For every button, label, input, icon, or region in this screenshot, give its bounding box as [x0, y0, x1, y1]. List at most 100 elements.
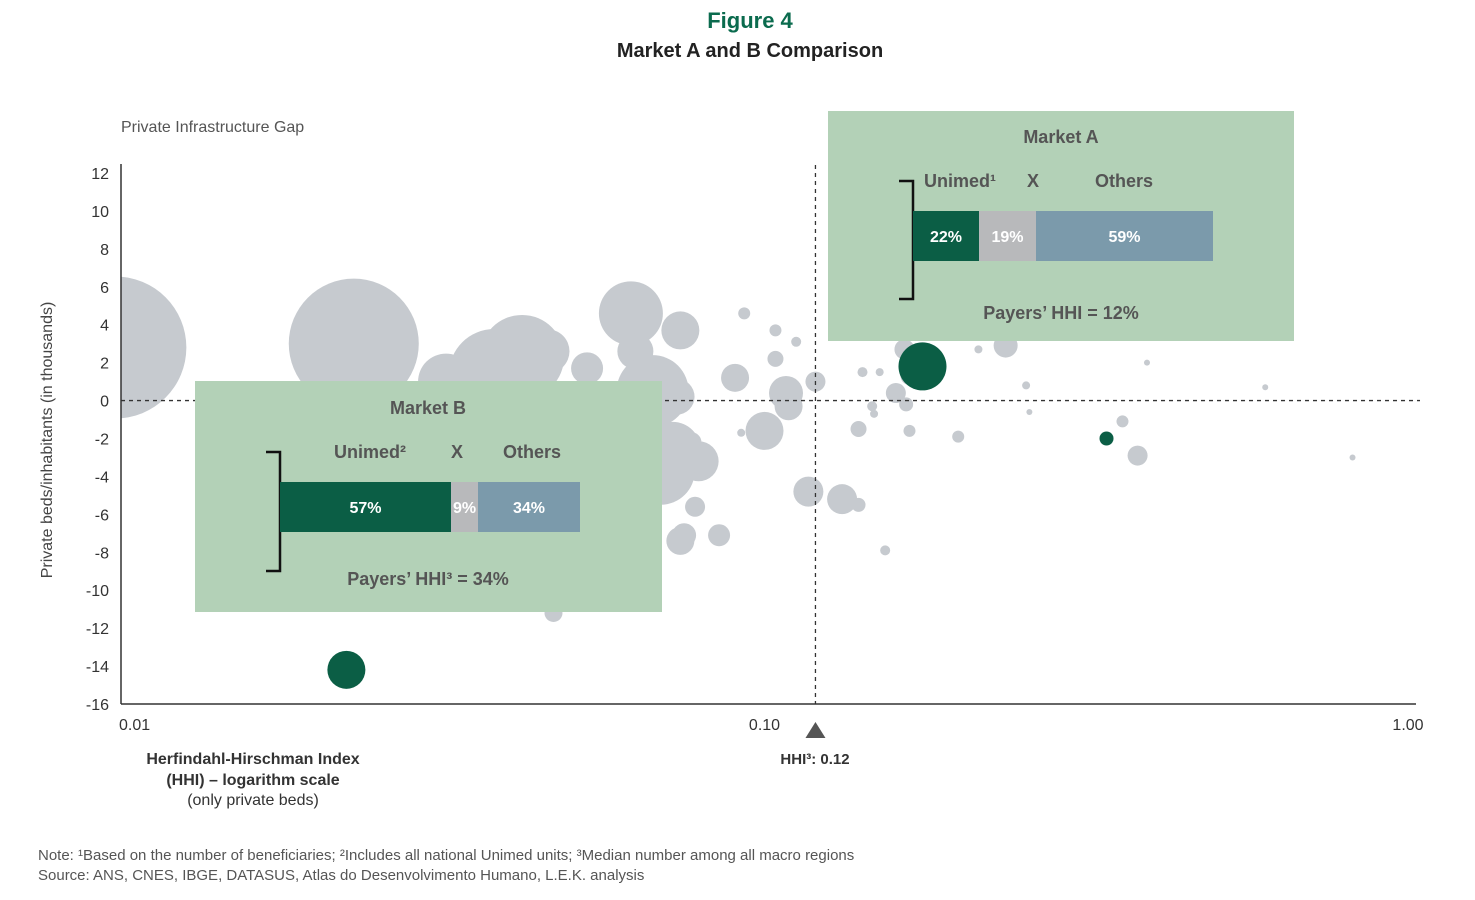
others-share-segment-label: 59%: [1108, 229, 1140, 246]
y-tick-label: 10: [91, 204, 109, 221]
market-bubble: [661, 311, 700, 350]
highlighted-market-bubble: [327, 650, 366, 689]
y-tick-label: 4: [100, 318, 109, 335]
others-share-segment: [1036, 211, 1213, 261]
others-share-segment-label: 34%: [513, 500, 545, 517]
market-b-col-unimed: Unimed²: [334, 442, 406, 462]
market-bubble: [793, 476, 824, 507]
market-bubble: [1143, 359, 1150, 366]
market-bubble: [1127, 445, 1148, 466]
x-share-segment-label: 19%: [991, 229, 1023, 246]
market-bubble: [1026, 408, 1033, 415]
market-bubble: [1262, 384, 1269, 391]
market-a-title: Market A: [1023, 127, 1098, 147]
market-bubble: [681, 432, 702, 453]
x-axis-label-sub: (only private beds): [187, 792, 319, 809]
figure-title: Market A and B Comparison: [616, 40, 884, 62]
market-bubble: [658, 378, 695, 415]
y-tick-label: -8: [95, 545, 109, 562]
market-bubble: [1116, 415, 1129, 428]
market-bubble: [875, 368, 884, 377]
market-bubble: [867, 401, 878, 412]
market-bubble: [851, 497, 866, 512]
market-bubble: [952, 430, 965, 443]
market-a-panel: Market A Unimed¹ X Others 22% 19% 59% Paye…: [828, 111, 1294, 341]
y-tick-label: -10: [86, 583, 109, 600]
market-bubble: [870, 409, 879, 418]
market-bubble: [571, 352, 604, 385]
highlighted-market-bubble: [1099, 431, 1114, 446]
y-tick-label: -16: [86, 697, 109, 714]
market-bubble: [791, 336, 802, 347]
market-bubble: [857, 367, 868, 378]
y-tick-label: -12: [86, 621, 109, 638]
y-tick-label: 8: [100, 242, 109, 259]
market-bubble: [1349, 454, 1356, 461]
market-bubble: [708, 524, 731, 547]
median-marker-label: HHI³: 0.12: [780, 751, 849, 768]
market-bubble: [827, 484, 858, 515]
market-a-col-others: Others: [1095, 171, 1153, 191]
x-share-segment: [451, 482, 478, 532]
y-axis-ticks: 12 10 8 6 4 2 0 -2 -4 -6 -8 -10 -12 -14 -16: [86, 166, 109, 714]
market-bubble: [767, 350, 784, 367]
y-tick-label: -2: [95, 432, 109, 449]
market-bubble: [666, 526, 695, 555]
market-b-panel: Market B Unimed² X Others 57% 9% 34% Payer…: [195, 381, 662, 612]
market-b-col-x: X: [451, 442, 463, 462]
x-tick-label: 1.00: [1392, 717, 1423, 734]
market-bubble: [1022, 381, 1031, 390]
market-bubble: [885, 382, 906, 403]
figure-label: Figure 4: [707, 8, 793, 33]
y-tick-label: 12: [91, 166, 109, 183]
market-b-share-bar: 57% 9% 34%: [280, 482, 580, 532]
y-tick-label: -14: [86, 659, 109, 676]
market-bubble: [899, 397, 914, 412]
market-bubble: [903, 424, 916, 437]
market-bubble: [974, 345, 983, 354]
market-bubble: [745, 411, 784, 450]
market-b-hhi: Payers’ HHI³ = 34%: [347, 569, 509, 589]
x-axis-label-line-2: (HHI) – logarithm scale: [166, 772, 339, 789]
market-a-col-unimed: Unimed¹: [924, 171, 996, 191]
market-bubble: [121, 276, 187, 419]
market-a-share-bar: 22% 19% 59%: [913, 211, 1213, 261]
bubble-chart: Private Infrastructure Gap 12 10 8 6 4 2 0 -2 -4…: [39, 111, 1424, 809]
unimed-share-segment: [280, 482, 451, 532]
y-axis-label: Private beds/inhabitants (in thousands): [39, 302, 56, 579]
market-b-col-others: Others: [503, 442, 561, 462]
market-bubble: [288, 278, 419, 409]
market-a-col-x: X: [1027, 171, 1039, 191]
market-a-hhi: Payers’ HHI = 12%: [983, 303, 1139, 323]
unimed-share-segment-label: 57%: [349, 500, 381, 517]
market-bubble: [685, 496, 706, 517]
unimed-share-segment-label: 22%: [930, 229, 962, 246]
x-share-segment: [979, 211, 1036, 261]
median-triangle-icon: [805, 722, 826, 738]
x-tick-label: 0.10: [749, 717, 780, 734]
unimed-share-segment: [913, 211, 979, 261]
chart-subtitle: Private Infrastructure Gap: [121, 119, 304, 136]
market-bubble: [850, 421, 867, 438]
x-share-segment-label: 9%: [453, 500, 476, 517]
y-tick-label: 2: [100, 356, 109, 373]
market-bubble: [721, 363, 750, 392]
market-bubble: [769, 324, 782, 337]
highlighted-market-bubble: [898, 342, 947, 391]
y-tick-label: 0: [100, 394, 109, 411]
x-axis-ticks: 0.01 0.10 1.00: [119, 717, 1424, 734]
x-tick-label: 0.01: [119, 717, 150, 734]
market-bubble: [598, 281, 663, 346]
source-note: Source: ANS, CNES, IBGE, DATASUS, Atlas …: [38, 867, 645, 884]
market-b-title: Market B: [390, 398, 466, 418]
market-bubble: [880, 545, 891, 556]
x-axis-label-line-1: Herfindahl-Hirschman Index: [146, 751, 359, 768]
market-bubble: [737, 428, 746, 437]
y-tick-label: 6: [100, 280, 109, 297]
others-share-segment: [478, 482, 580, 532]
y-tick-label: -6: [95, 507, 109, 524]
market-bubble: [738, 307, 751, 320]
footnote: Note: ¹Based on the number of beneficiar…: [38, 847, 855, 864]
market-bubble: [774, 392, 803, 421]
y-tick-label: -4: [95, 469, 109, 486]
